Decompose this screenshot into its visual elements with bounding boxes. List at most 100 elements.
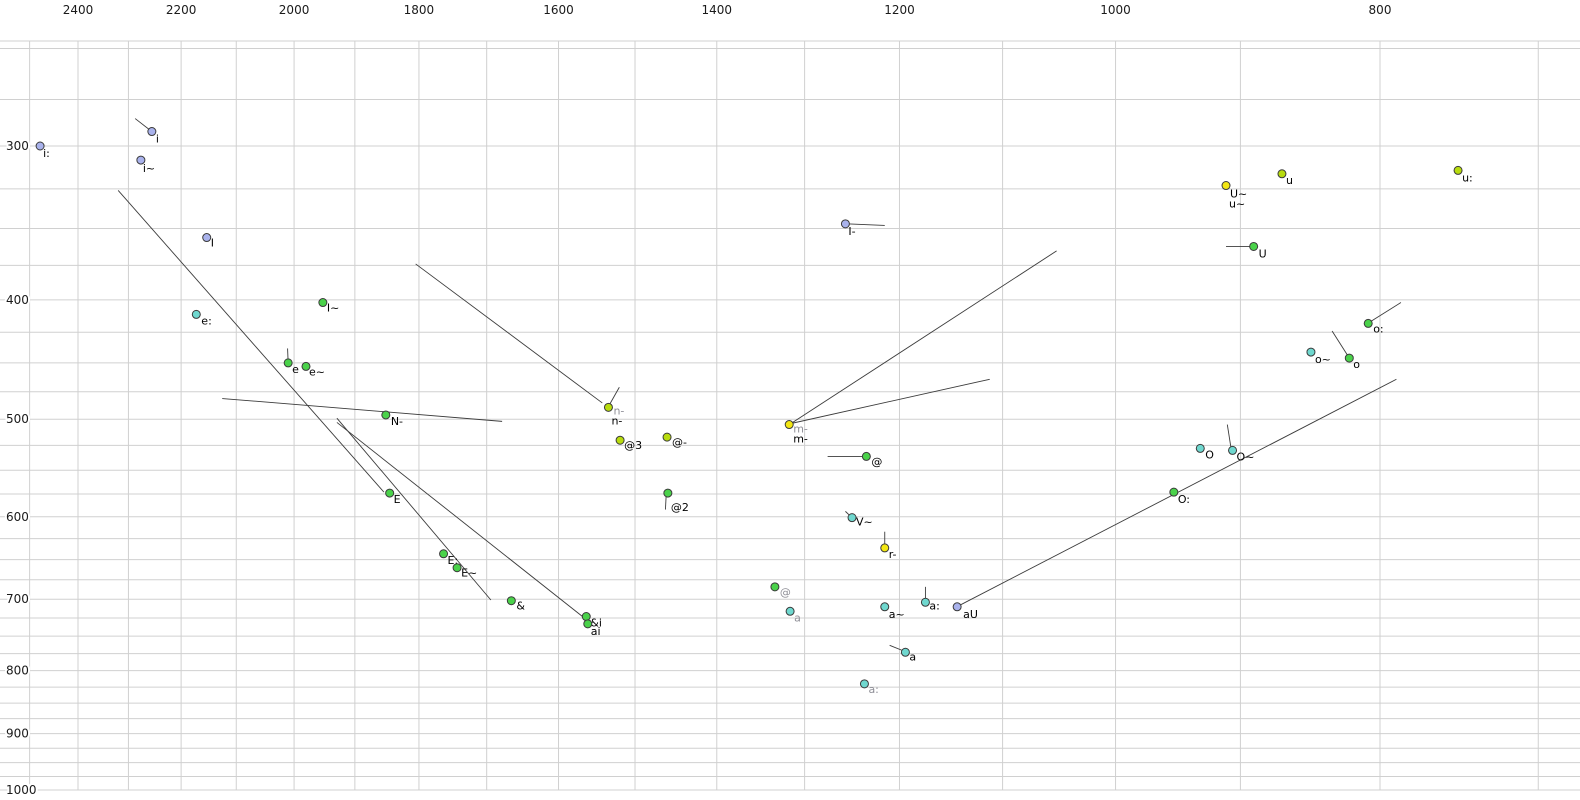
y-axis-tick-label: 1000 xyxy=(6,783,37,797)
data-point-label: e xyxy=(292,363,299,376)
data-point-label: u~ xyxy=(1229,198,1245,211)
data-point xyxy=(662,432,672,442)
data-point-label: r- xyxy=(889,548,897,561)
data-point xyxy=(581,612,591,622)
data-point xyxy=(381,410,391,420)
data-point xyxy=(784,420,794,430)
trajectory-line xyxy=(608,387,620,406)
data-point xyxy=(1277,169,1287,179)
data-point-label: O: xyxy=(1178,493,1190,506)
data-point xyxy=(1228,445,1238,455)
data-point-label: u: xyxy=(1462,171,1473,184)
data-point xyxy=(191,309,201,319)
data-point-label: m- xyxy=(793,423,808,436)
data-point-label: V~ xyxy=(856,516,873,529)
x-axis-tick-label: 2200 xyxy=(166,3,197,17)
data-point-label: U xyxy=(1259,247,1267,260)
data-point-label: @ xyxy=(780,586,791,599)
trajectory-line xyxy=(222,398,503,422)
trajectory-line xyxy=(117,190,385,493)
data-point xyxy=(583,619,593,629)
data-point-label: E: xyxy=(448,554,459,567)
data-point xyxy=(880,602,890,612)
data-point xyxy=(847,513,857,523)
data-point-label: &i xyxy=(590,617,602,630)
data-point xyxy=(283,358,293,368)
data-point-label: a: xyxy=(929,599,939,612)
data-point-label: @3 xyxy=(624,439,642,452)
data-point-label: a: xyxy=(868,683,878,696)
trajectory-line xyxy=(1331,330,1349,356)
data-point-label: m- xyxy=(793,433,808,446)
data-point xyxy=(603,402,613,412)
data-point xyxy=(952,602,962,612)
data-point xyxy=(452,563,462,573)
x-axis-tick-label: 2400 xyxy=(63,3,94,17)
data-point-label: e: xyxy=(201,314,211,327)
trajectory-line xyxy=(1226,424,1232,450)
data-point xyxy=(1363,318,1373,328)
data-point-label: o xyxy=(1353,358,1360,371)
data-point-label: I- xyxy=(848,225,855,238)
data-point-label: n- xyxy=(613,404,624,417)
data-point xyxy=(1195,443,1205,453)
data-point-label: E xyxy=(394,493,401,506)
data-point xyxy=(136,155,146,165)
trajectory-line xyxy=(336,422,587,620)
data-point-label: O~ xyxy=(1237,450,1255,463)
data-point-label: i~ xyxy=(143,162,155,175)
data-point-label: u xyxy=(1286,174,1293,187)
data-point xyxy=(1453,165,1463,175)
data-point-label: U~ xyxy=(1230,188,1247,201)
data-point-label: & xyxy=(516,600,525,613)
data-point-label: aU xyxy=(963,608,978,621)
data-point-label: I~ xyxy=(327,302,339,315)
data-point xyxy=(1169,487,1179,497)
trajectory-line xyxy=(790,250,1057,424)
trajectory-line xyxy=(336,417,492,601)
data-point xyxy=(663,488,673,498)
y-axis-tick-label: 400 xyxy=(6,293,29,307)
x-axis-tick-label: 1600 xyxy=(543,3,574,17)
data-point-label: @- xyxy=(672,436,687,449)
data-point-label: i: xyxy=(43,147,50,160)
trajectory-line xyxy=(846,223,885,226)
data-point xyxy=(770,582,780,592)
y-axis-tick-label: 500 xyxy=(6,412,29,426)
trajectory-line xyxy=(889,644,904,652)
data-point-label: e~ xyxy=(309,365,325,378)
data-point xyxy=(1344,353,1354,363)
data-point xyxy=(385,488,395,498)
y-axis-tick-label: 300 xyxy=(6,139,29,153)
data-point xyxy=(861,451,871,461)
data-point xyxy=(859,679,869,689)
x-axis-tick-label: 1000 xyxy=(1100,3,1131,17)
data-point-label: a~ xyxy=(889,608,905,621)
data-point-label: a xyxy=(909,650,916,663)
x-axis-tick-label: 1400 xyxy=(702,3,733,17)
y-axis-tick-label: 900 xyxy=(6,727,29,741)
data-point xyxy=(318,298,328,308)
trajectory-line xyxy=(790,378,990,424)
trajectory-line xyxy=(1369,302,1402,323)
data-point xyxy=(920,597,930,607)
data-point-label: a xyxy=(794,611,801,624)
data-point-label: O xyxy=(1205,448,1214,461)
x-axis-tick-label: 2000 xyxy=(279,3,310,17)
data-point xyxy=(202,233,212,243)
data-point xyxy=(35,141,45,151)
trajectory-line xyxy=(415,263,603,404)
x-axis-tick-label: 1800 xyxy=(404,3,435,17)
data-point xyxy=(840,219,850,229)
data-point xyxy=(1249,241,1259,251)
x-axis-tick-label: 1200 xyxy=(884,3,915,17)
data-point xyxy=(785,606,795,616)
data-point-label: N- xyxy=(391,415,403,428)
y-axis-tick-label: 700 xyxy=(6,592,29,606)
data-point-label: o~ xyxy=(1315,353,1331,366)
data-point xyxy=(506,596,516,606)
data-point xyxy=(1221,181,1231,191)
data-point xyxy=(900,647,910,657)
